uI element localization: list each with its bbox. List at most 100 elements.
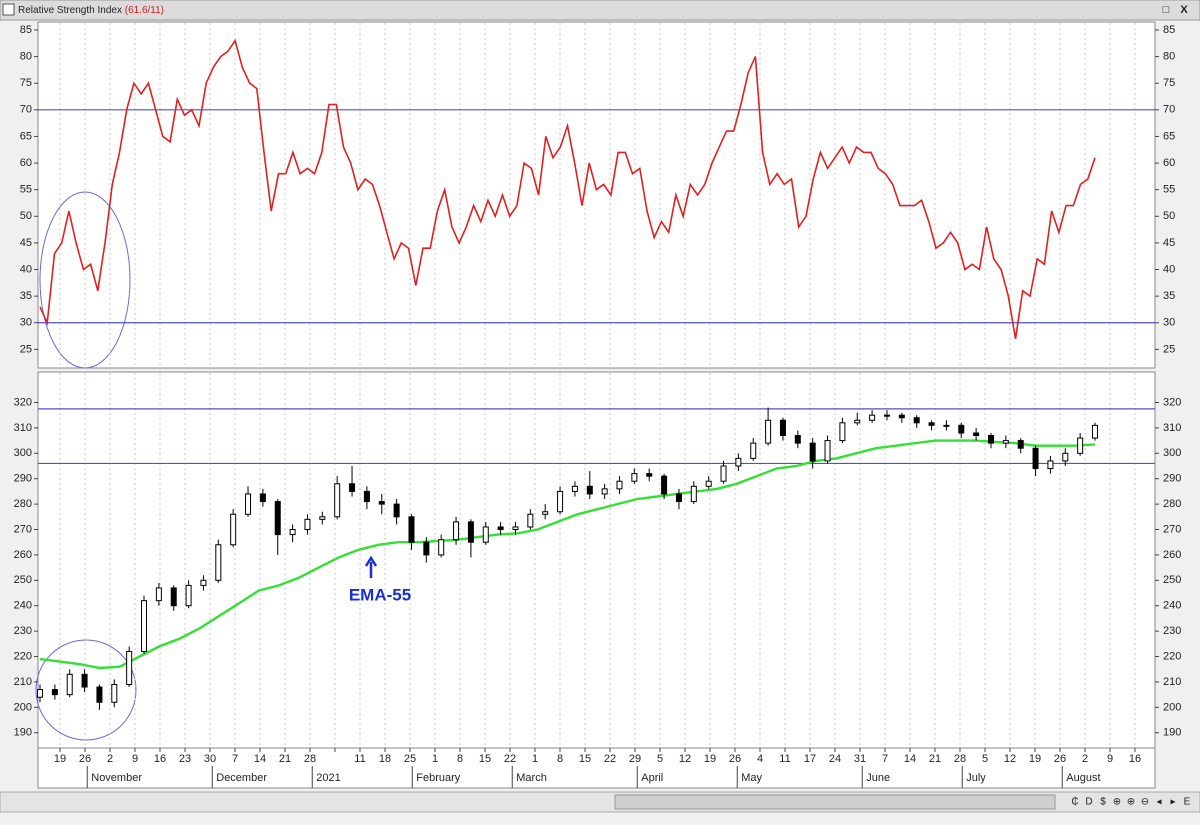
candle-body: [1047, 460, 1054, 470]
toolbar-button[interactable]: ⊕: [1113, 797, 1121, 808]
x-tick-label: 22: [604, 753, 616, 765]
x-tick-label: 26: [729, 753, 741, 765]
candle-body: [943, 424, 950, 427]
y-tick-label: 30: [20, 317, 32, 329]
y-tick-label: 65: [1163, 130, 1175, 142]
candle-body: [661, 475, 668, 495]
toolbar-button[interactable]: ⊖: [1141, 797, 1149, 808]
y-tick-label: 260: [1163, 549, 1181, 561]
y-tick-label: 250: [14, 574, 32, 586]
candle-body: [586, 485, 593, 495]
candle-body: [958, 424, 965, 434]
y-tick-label: 45: [20, 237, 32, 249]
toolbar-button[interactable]: D: [1085, 797, 1092, 808]
y-tick-label: 230: [1163, 625, 1181, 637]
candle-body: [126, 650, 133, 685]
y-tick-label: 25: [20, 343, 32, 355]
candle-body: [616, 480, 623, 490]
x-tick-label: 11: [354, 753, 365, 765]
candle-body: [869, 414, 876, 421]
y-tick-label: 290: [1163, 473, 1181, 485]
x-tick-label: 25: [404, 753, 416, 765]
y-tick-label: 85: [20, 24, 32, 36]
candle-body: [646, 473, 653, 477]
x-tick-label: 29: [629, 753, 641, 765]
x-tick-label: 15: [579, 753, 591, 765]
annotation-arrow: [364, 555, 378, 578]
y-tick-label: 320: [1163, 396, 1181, 408]
y-tick-label: 80: [1163, 51, 1175, 63]
candle-body: [467, 521, 474, 543]
candle-body: [765, 419, 772, 444]
toolbar-button[interactable]: ◂: [1156, 797, 1161, 808]
candle-body: [527, 513, 534, 528]
candle-body: [690, 485, 697, 503]
x-tick-label: 17: [804, 753, 816, 765]
x-tick-label: 14: [254, 753, 266, 765]
y-tick-label: 55: [20, 184, 32, 196]
x-tick-label: 15: [479, 753, 491, 765]
toolbar-button[interactable]: ⊕: [1127, 797, 1135, 808]
y-tick-label: 200: [14, 701, 32, 713]
scroll-thumb[interactable]: [614, 794, 1056, 810]
x-tick-label: 28: [954, 753, 966, 765]
y-tick-label: 230: [14, 625, 32, 637]
candle-body: [1062, 452, 1069, 462]
candle-body: [512, 526, 519, 531]
toolbar-button[interactable]: E: [1184, 797, 1191, 808]
candle-body: [794, 435, 801, 444]
candle-body: [1017, 440, 1024, 449]
y-tick-label: 80: [20, 51, 32, 63]
x-tick-label: 2: [1082, 753, 1088, 765]
x-tick-label: 14: [904, 753, 916, 765]
candle-body: [51, 689, 58, 696]
candle-body: [37, 689, 43, 698]
candle-body: [438, 539, 445, 556]
candle-body: [1032, 447, 1039, 470]
candle-body: [349, 483, 356, 492]
y-tick-label: 220: [1163, 650, 1181, 662]
x-tick-label: 5: [982, 753, 988, 765]
x-tick-label: 8: [457, 753, 463, 765]
candle-body: [200, 579, 207, 586]
y-tick-label: 35: [20, 290, 32, 302]
candle-body: [735, 457, 742, 467]
candle-body: [289, 529, 296, 536]
month-label: March: [516, 772, 547, 784]
y-tick-label: 190: [14, 727, 32, 739]
x-axis-panel: [37, 747, 1156, 789]
candle-body: [631, 473, 638, 482]
x-tick-label: 23: [179, 753, 191, 765]
candle-body: [839, 422, 846, 442]
y-tick-label: 25: [1163, 343, 1175, 355]
toolbar-button[interactable]: ₵: [1071, 796, 1078, 808]
restore-button[interactable]: □: [1163, 4, 1170, 16]
candle-body: [987, 435, 994, 444]
x-tick-label: 1: [532, 753, 538, 765]
x-tick-label: 7: [232, 753, 238, 765]
y-tick-label: 75: [20, 77, 32, 89]
y-tick-label: 30: [1163, 317, 1175, 329]
candle-body: [898, 414, 905, 419]
x-tick-label: 26: [79, 753, 91, 765]
y-tick-label: 190: [1163, 727, 1181, 739]
highlight-circle: [39, 191, 131, 369]
candle-body: [750, 442, 757, 459]
y-tick-label: 85: [1163, 24, 1175, 36]
candle-body: [363, 490, 370, 503]
toolbar-button[interactable]: $: [1100, 797, 1106, 808]
candle-body: [1092, 424, 1098, 439]
candle-body: [111, 683, 118, 703]
close-button[interactable]: X: [1180, 4, 1188, 16]
x-tick-label: 24: [829, 753, 841, 765]
candle-body: [854, 419, 861, 424]
toolbar-button[interactable]: ▸: [1170, 797, 1175, 808]
candle-body: [230, 513, 237, 546]
y-tick-label: 200: [1163, 701, 1181, 713]
candle-body: [973, 432, 980, 437]
y-tick-label: 280: [14, 498, 32, 510]
x-tick-label: 1: [432, 753, 438, 765]
candle-body: [779, 419, 786, 437]
month-label: April: [641, 772, 663, 784]
